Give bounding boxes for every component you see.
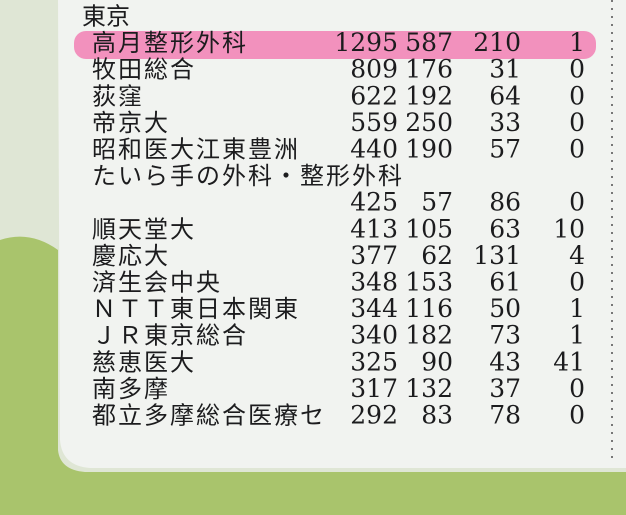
row-value: 37 (489, 374, 521, 403)
row-value: 809 (350, 55, 398, 84)
row-value: 559 (350, 108, 398, 137)
row-value: 132 (405, 374, 453, 403)
row-value: 0 (569, 81, 585, 110)
row-value: 86 (489, 188, 521, 217)
row-value: 31 (489, 55, 521, 84)
row-value: 63 (489, 214, 521, 243)
row-value: 90 (421, 347, 453, 376)
row-name: ＮＴＴ東日本関東 (92, 295, 300, 323)
paper (58, 0, 626, 468)
row-value: 50 (489, 294, 521, 323)
row-value: 0 (569, 268, 585, 297)
row-value: 587 (405, 28, 453, 57)
row-value: 622 (350, 81, 398, 110)
row-value: 210 (473, 28, 521, 57)
row-value: 344 (350, 294, 398, 323)
row-value: 182 (405, 321, 453, 350)
row-value: 73 (489, 321, 521, 350)
row-name: 慈恵医大 (92, 348, 196, 376)
row-name: 牧田総合 (92, 56, 196, 84)
row-name: ＪＲ東京総合 (92, 322, 248, 350)
row-value: 325 (350, 347, 398, 376)
row-value: 131 (473, 241, 521, 270)
row-value: 57 (421, 188, 453, 217)
row-value: 440 (350, 135, 398, 164)
row-name: 帝京大 (92, 109, 170, 137)
row-value: 64 (489, 81, 521, 110)
row-value: 1 (569, 28, 585, 57)
row-value: 1 (569, 294, 585, 323)
row-value: 10 (553, 214, 585, 243)
row-value: 292 (350, 401, 398, 430)
row-value: 41 (553, 347, 585, 376)
row-value: 250 (405, 108, 453, 137)
row-value: 0 (569, 108, 585, 137)
section-heading: 東京 (82, 3, 130, 31)
row-value: 377 (350, 241, 398, 270)
row-value: 317 (350, 374, 398, 403)
green-frame (0, 236, 626, 515)
row-name: 済生会中央 (92, 269, 222, 297)
row-value: 61 (489, 268, 521, 297)
row-value: 192 (405, 81, 453, 110)
row-value: 62 (421, 241, 453, 270)
row-name: 南多摩 (92, 375, 170, 403)
row-value: 116 (405, 294, 453, 323)
row-value: 43 (489, 347, 521, 376)
row-value: 33 (489, 108, 521, 137)
row-value: 0 (569, 401, 585, 430)
row-name: 都立多摩総合医療セ (92, 402, 326, 430)
row-value: 0 (569, 55, 585, 84)
row-name: 順天堂大 (92, 215, 196, 243)
row-name: 荻窪 (92, 82, 144, 110)
row-value: 1295 (334, 28, 398, 57)
row-value: 78 (489, 401, 521, 430)
row-name: 高月整形外科 (92, 29, 248, 57)
row-name: 昭和医大江東豊洲 (92, 136, 300, 164)
row-value: 190 (405, 135, 453, 164)
row-value: 425 (350, 188, 398, 217)
row-value: 0 (569, 135, 585, 164)
row-value: 4 (569, 241, 585, 270)
row-value: 1 (569, 321, 585, 350)
row-value: 105 (405, 214, 453, 243)
row-value: 153 (405, 268, 453, 297)
row-value: 176 (405, 55, 453, 84)
row-value: 57 (489, 135, 521, 164)
row-value: 348 (350, 268, 398, 297)
row-name: 慶応大 (92, 242, 170, 270)
row-value: 0 (569, 374, 585, 403)
row-value: 83 (421, 401, 453, 430)
row-value: 0 (569, 188, 585, 217)
row-name: たいら手の外科・整形外科 (92, 162, 404, 190)
row-value: 340 (350, 321, 398, 350)
highlight (74, 31, 596, 59)
row-value: 413 (350, 214, 398, 243)
